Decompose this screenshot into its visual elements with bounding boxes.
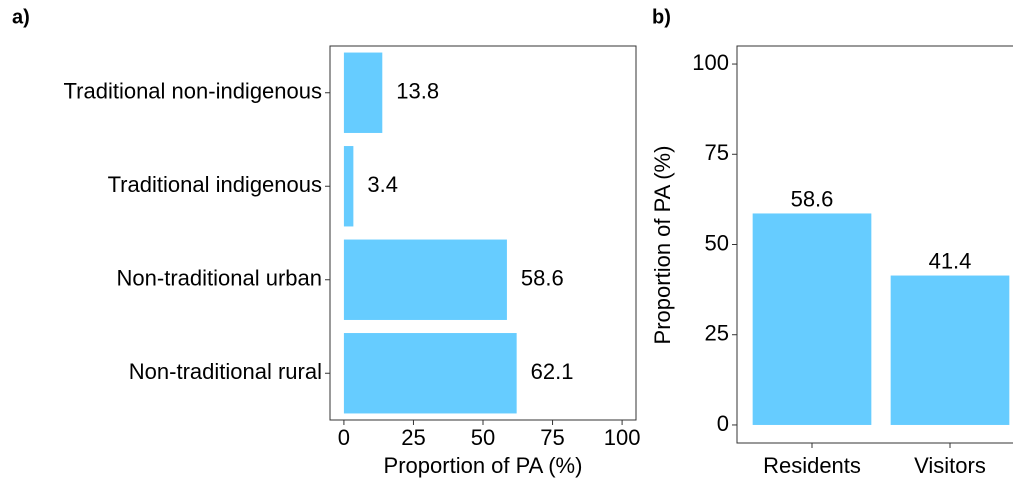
x-tick-label: Residents (763, 453, 861, 478)
y-tick-label: Non-traditional rural (129, 359, 322, 384)
y-tick-label: 50 (705, 230, 729, 255)
bar (343, 239, 507, 320)
x-axis-title: Proportion of PA (%) (384, 453, 583, 478)
y-tick-label: 100 (692, 50, 729, 75)
y-tick-label: 75 (705, 140, 729, 165)
y-tick-label: Traditional indigenous (108, 172, 322, 197)
panel-label: b) (652, 6, 671, 28)
bar (890, 275, 1010, 425)
panel-label: a) (12, 6, 30, 28)
x-tick-label: 75 (540, 425, 564, 450)
bar (343, 146, 354, 227)
x-tick-label: Visitors (914, 453, 986, 478)
bar (343, 333, 517, 414)
value-label: 58.6 (791, 186, 834, 211)
bar (343, 52, 383, 133)
x-tick-label: 0 (338, 425, 350, 450)
y-axis-title: Proportion of PA (%) (650, 146, 675, 345)
y-tick-label: 25 (705, 321, 729, 346)
y-tick-label: Traditional non-indigenous (64, 79, 322, 104)
x-tick-label: 25 (401, 425, 425, 450)
y-tick-label: 0 (717, 411, 729, 436)
x-tick-label: 50 (471, 425, 495, 450)
value-label: 62.1 (531, 359, 574, 384)
value-label: 41.4 (929, 248, 972, 273)
value-label: 3.4 (367, 172, 398, 197)
value-label: 58.6 (521, 266, 564, 291)
value-label: 13.8 (396, 79, 439, 104)
bar (752, 213, 872, 425)
y-tick-label: Non-traditional urban (117, 266, 322, 291)
x-tick-label: 100 (604, 425, 641, 450)
